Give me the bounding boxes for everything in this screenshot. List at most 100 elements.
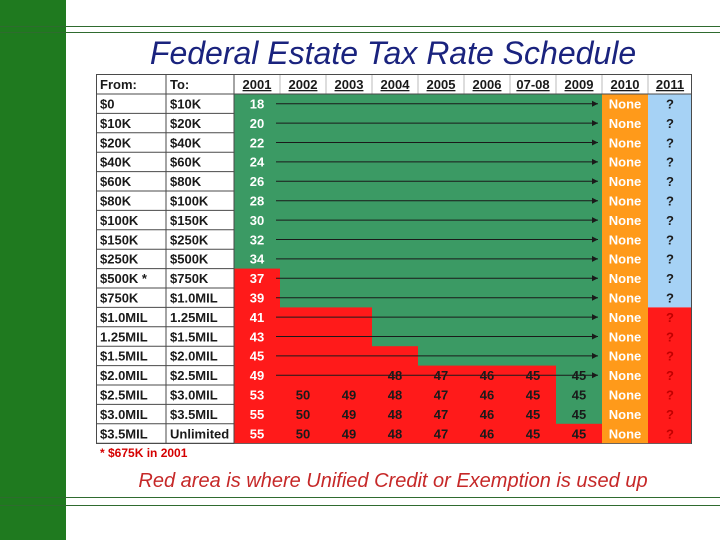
- rate-value: 45: [526, 407, 540, 422]
- rate-value: ?: [666, 135, 674, 150]
- column-header: 2004: [381, 77, 411, 92]
- rate-value: 28: [250, 194, 264, 209]
- rate-value: None: [609, 310, 642, 325]
- carry-arrowhead: [592, 139, 598, 146]
- rate-value: None: [609, 232, 642, 247]
- green-region: [234, 94, 280, 269]
- rate-value: 46: [480, 407, 494, 422]
- rate-value: ?: [666, 194, 674, 209]
- column-header: 2001: [243, 77, 272, 92]
- row-from: $80K: [100, 194, 132, 209]
- rate-value: None: [609, 329, 642, 344]
- rate-value: 22: [250, 135, 264, 150]
- carry-arrowhead: [592, 352, 598, 359]
- rate-value: ?: [666, 213, 674, 228]
- rate-value: 26: [250, 174, 264, 189]
- rate-value: 45: [572, 426, 586, 441]
- row-to: $3.0MIL: [170, 388, 218, 403]
- rate-value: 41: [250, 310, 264, 325]
- column-header: 07-08: [516, 77, 549, 92]
- column-header: 2011: [656, 77, 684, 92]
- row-from: $60K: [100, 174, 132, 189]
- bottom-rule-2: [0, 505, 720, 506]
- rate-value: 55: [250, 407, 264, 422]
- rate-value: 47: [434, 407, 448, 422]
- rate-value: 53: [250, 388, 264, 403]
- rate-value: ?: [666, 407, 674, 422]
- row-from: $250K: [100, 252, 139, 267]
- row-from: $2.5MIL: [100, 388, 148, 403]
- rate-value: 45: [250, 349, 264, 364]
- row-to: $150K: [170, 213, 209, 228]
- rate-value: None: [609, 194, 642, 209]
- carry-arrowhead: [592, 255, 598, 262]
- rate-value: 45: [526, 426, 540, 441]
- rate-value: 45: [572, 407, 586, 422]
- column-header: 2002: [289, 77, 318, 92]
- row-to: $40K: [170, 135, 202, 150]
- green-region: [464, 94, 510, 366]
- rate-value: ?: [666, 426, 674, 441]
- rate-value: None: [609, 174, 642, 189]
- carry-arrowhead: [592, 372, 598, 379]
- exemption-footnote: * $675K in 2001: [100, 446, 188, 460]
- carry-arrowhead: [592, 333, 598, 340]
- rate-value: None: [609, 349, 642, 364]
- tax-rate-table: From: To: 2001 2002 2003 2004 2005 2006 07-08 200…: [96, 74, 692, 464]
- row-to: $100K: [170, 194, 209, 209]
- rate-value: 49: [342, 407, 356, 422]
- column-header: 2010: [611, 77, 640, 92]
- rate-value: None: [609, 271, 642, 286]
- carry-arrowhead: [592, 314, 598, 321]
- carry-arrowhead: [592, 275, 598, 282]
- column-header: 2003: [335, 77, 364, 92]
- carry-arrowhead: [592, 100, 598, 107]
- rate-value: 48: [388, 407, 402, 422]
- green-region: [418, 94, 464, 366]
- row-from: $10K: [100, 116, 132, 131]
- row-to: Unlimited: [170, 426, 229, 441]
- rate-value: 32: [250, 232, 264, 247]
- column-header: 2006: [473, 77, 502, 92]
- row-from: $750K: [100, 291, 139, 306]
- row-to: $2.5MIL: [170, 368, 218, 383]
- blue-region-2011: [648, 94, 692, 308]
- green-sidebar: [0, 0, 66, 540]
- red-region-2011: [648, 307, 692, 444]
- carry-arrowhead: [592, 178, 598, 185]
- rate-value: None: [609, 368, 642, 383]
- green-region: [510, 94, 556, 366]
- rate-value: ?: [666, 252, 674, 267]
- table-border: [96, 74, 692, 444]
- rate-value: 43: [250, 329, 264, 344]
- row-to: 1.25MIL: [170, 310, 218, 325]
- row-from: $40K: [100, 155, 132, 170]
- rate-value: 50: [296, 426, 310, 441]
- row-from: 1.25MIL: [100, 329, 148, 344]
- rate-value: None: [609, 116, 642, 131]
- rate-value: None: [609, 291, 642, 306]
- column-header: 2009: [565, 77, 594, 92]
- rate-value: 48: [388, 426, 402, 441]
- row-to: $3.5MIL: [170, 407, 218, 422]
- rate-value: 49: [342, 388, 356, 403]
- rate-value: None: [609, 426, 642, 441]
- rate-value: 47: [434, 426, 448, 441]
- carry-arrowhead: [592, 158, 598, 165]
- rate-value: 50: [296, 407, 310, 422]
- rate-value: ?: [666, 368, 674, 383]
- carry-arrowhead: [592, 236, 598, 243]
- rate-value: ?: [666, 310, 674, 325]
- row-to: $80K: [170, 174, 202, 189]
- rate-value: 30: [250, 213, 264, 228]
- slide-caption: Red area is where Unified Credit or Exem…: [138, 470, 648, 492]
- column-header: 2005: [427, 77, 456, 92]
- row-to: $2.0MIL: [170, 349, 218, 364]
- rate-value: 20: [250, 116, 264, 131]
- row-from: $150K: [100, 232, 139, 247]
- carry-arrowhead: [592, 197, 598, 204]
- rate-value: ?: [666, 232, 674, 247]
- row-to: $250K: [170, 232, 209, 247]
- row-to: $10K: [170, 97, 202, 112]
- rate-value: None: [609, 388, 642, 403]
